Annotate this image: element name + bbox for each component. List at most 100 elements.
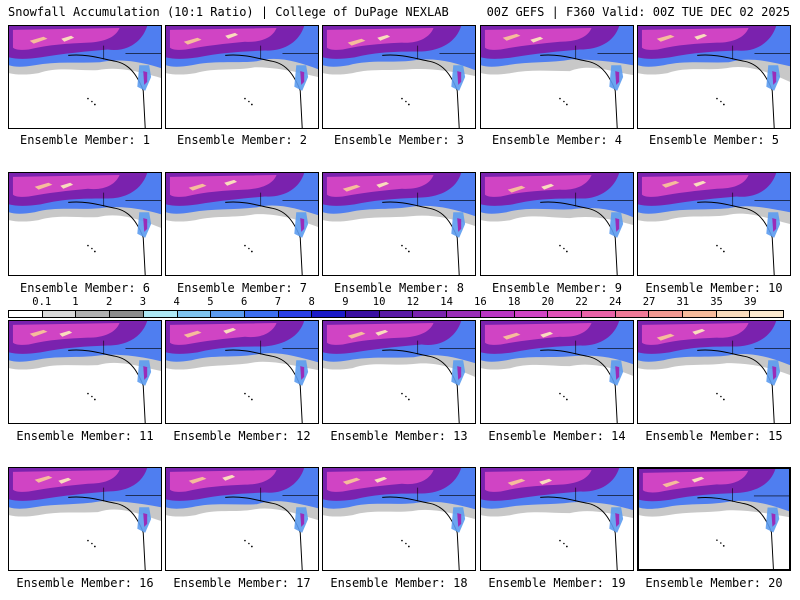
colorbar-swatch (278, 311, 313, 317)
colorbar-tick-label: 20 (541, 296, 555, 308)
ensemble-member-label: Ensemble Member: 9 (491, 281, 623, 295)
ensemble-member-label: Ensemble Member: 2 (176, 133, 308, 147)
colorbar-tick-label: 27 (642, 296, 656, 308)
ensemble-member-label: Ensemble Member: 1 (19, 133, 151, 147)
ensemble-member-map (480, 320, 634, 424)
ensemble-member-map (322, 320, 476, 424)
colorbar-tick-label: 12 (406, 296, 420, 308)
ensemble-member-label: Ensemble Member: 11 (16, 429, 154, 443)
ensemble-member-label: Ensemble Member: 17 (173, 576, 311, 590)
colorbar-tick-label: 7 (274, 296, 282, 308)
snowfall-map (481, 468, 633, 570)
colorbar-swatch (480, 311, 515, 317)
ensemble-member-map (637, 320, 791, 424)
colorbar (8, 310, 784, 318)
colorbar-swatch (244, 311, 279, 317)
colorbar-tick-label: 5 (207, 296, 214, 308)
ensemble-member-label: Ensemble Member: 7 (176, 281, 308, 295)
ensemble-member-map (480, 172, 634, 276)
snowfall-map (9, 26, 161, 128)
chart-title: Snowfall Accumulation (10:1 Ratio) | Col… (8, 5, 449, 19)
ensemble-member-label: Ensemble Member: 18 (330, 576, 468, 590)
colorbar-swatch (42, 311, 77, 317)
snowfall-map (323, 26, 475, 128)
ensemble-member-map (8, 172, 162, 276)
ensemble-member-map (165, 172, 319, 276)
ensemble-member-label: Ensemble Member: 15 (645, 429, 783, 443)
colorbar-swatch (9, 311, 43, 317)
snowfall-map (166, 468, 318, 570)
ensemble-member-label: Ensemble Member: 4 (491, 133, 623, 147)
colorbar-tick-label: 3 (139, 296, 147, 308)
ensemble-member-label: Ensemble Member: 14 (488, 429, 626, 443)
colorbar-swatch (447, 311, 481, 317)
colorbar-swatch (716, 311, 751, 317)
colorbar-swatch (211, 311, 245, 317)
ensemble-member-map (8, 25, 162, 129)
snowfall-map (323, 468, 475, 570)
snowfall-map (9, 468, 161, 570)
colorbar-tick-label: 8 (308, 296, 315, 308)
colorbar-swatch (548, 311, 582, 317)
ensemble-member-label: Ensemble Member: 12 (173, 429, 311, 443)
colorbar-tick-label: 35 (710, 296, 723, 308)
colorbar-tick-label: 2 (106, 296, 113, 308)
snowfall-map (323, 321, 475, 423)
snowfall-map (481, 26, 633, 128)
colorbar-swatch (581, 311, 616, 317)
snowfall-map (166, 173, 318, 275)
snowfall-map (639, 469, 789, 569)
snowfall-map (323, 173, 475, 275)
colorbar-tick-label: 9 (342, 296, 349, 308)
colorbar-tick-label: 4 (173, 296, 180, 308)
colorbar-swatch (346, 311, 380, 317)
colorbar-tick-label: 22 (575, 296, 588, 308)
colorbar-tick-label: 6 (241, 296, 248, 308)
ensemble-member-label: Ensemble Member: 5 (648, 133, 780, 147)
snowfall-map (166, 26, 318, 128)
colorbar-swatch (750, 311, 784, 317)
colorbar-labels: 0.1 1 2 3 4 5 6 7 8 9 10 12 14 16 18 20 22 24 27 31 35 39 (8, 296, 784, 310)
ensemble-member-map (480, 25, 634, 129)
ensemble-member-map (637, 172, 791, 276)
colorbar-tick-label: 1 (72, 296, 79, 308)
snowfall-map (9, 173, 161, 275)
colorbar-tick-label: 10 (372, 296, 386, 308)
ensemble-member-map (322, 467, 476, 571)
ensemble-member-map (165, 320, 319, 424)
colorbar-tick-label: 14 (440, 296, 453, 308)
ensemble-member-map (480, 467, 634, 571)
colorbar-swatch (143, 311, 178, 317)
model-run-info: 00Z GEFS | F360 Valid: 00Z TUE DEC 02 20… (486, 5, 790, 19)
ensemble-member-label: Ensemble Member: 8 (333, 281, 465, 295)
colorbar-tick-label: 24 (608, 296, 622, 308)
colorbar-tick-label: 18 (507, 296, 521, 308)
ensemble-member-label: Ensemble Member: 19 (488, 576, 626, 590)
colorbar-swatch (379, 311, 414, 317)
colorbar-tick-label: 31 (676, 296, 690, 308)
colorbar-tick-label: 0.1 (32, 296, 52, 308)
colorbar-swatch (649, 311, 684, 317)
snowfall-map (9, 321, 161, 423)
ensemble-member-map (637, 25, 791, 129)
colorbar-swatch (110, 311, 144, 317)
snowfall-map (638, 321, 790, 423)
ensemble-member-map (8, 467, 162, 571)
colorbar-tick-label: 16 (474, 296, 487, 308)
snowfall-map (481, 173, 633, 275)
ensemble-member-label: Ensemble Member: 6 (19, 281, 151, 295)
snowfall-map (481, 321, 633, 423)
snowfall-map (638, 26, 790, 128)
ensemble-member-map (637, 467, 791, 571)
ensemble-member-label: Ensemble Member: 20 (645, 576, 783, 590)
colorbar-swatch (413, 311, 448, 317)
snowfall-map (638, 173, 790, 275)
colorbar-swatch (514, 311, 549, 317)
ensemble-member-map (322, 172, 476, 276)
ensemble-member-map (165, 25, 319, 129)
colorbar-tick-label: 39 (743, 296, 757, 308)
snowfall-map (166, 321, 318, 423)
colorbar-swatch (615, 311, 650, 317)
colorbar-swatch (683, 311, 717, 317)
ensemble-member-label: Ensemble Member: 13 (330, 429, 468, 443)
